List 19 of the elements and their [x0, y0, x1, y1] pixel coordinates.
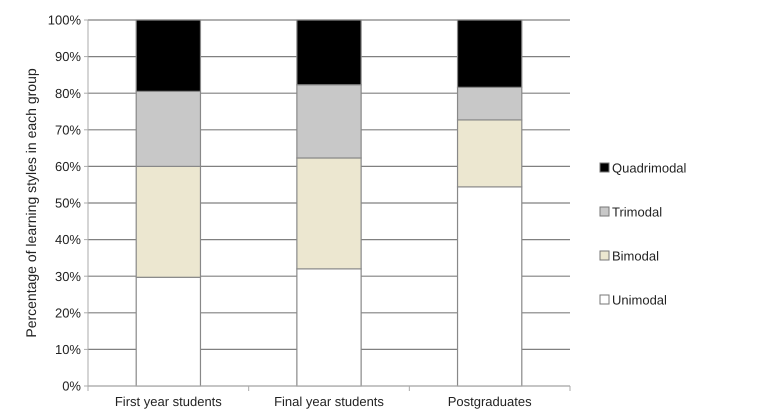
- x-tick-label: First year students: [114, 394, 222, 409]
- y-tick-label: 100%: [48, 12, 82, 28]
- y-tick-label: 90%: [54, 49, 82, 64]
- y-tick-label: 0%: [62, 378, 82, 394]
- legend-label: Bimodal: [612, 248, 660, 264]
- text: Unimodal: [612, 292, 668, 308]
- y-axis-title: Percentage of learning styles in each group: [23, 68, 39, 338]
- x-tick-label: Final year students: [274, 394, 384, 409]
- y-tick-label: 20%: [54, 305, 82, 320]
- y-tick-label: 50%: [54, 196, 82, 211]
- y-tick-label: 10%: [54, 342, 82, 357]
- y-tick-label: 60%: [54, 158, 82, 174]
- legend-label: Trimodal: [612, 204, 662, 220]
- x-tick-label: Postgraduates: [448, 394, 532, 409]
- legend-label: Quadrimodal: [612, 160, 687, 176]
- y-tick-label: 40%: [54, 232, 82, 248]
- y-tick-label: 70%: [54, 122, 82, 138]
- y-tick-label: 30%: [54, 268, 82, 284]
- y-tick-label: 80%: [54, 86, 82, 101]
